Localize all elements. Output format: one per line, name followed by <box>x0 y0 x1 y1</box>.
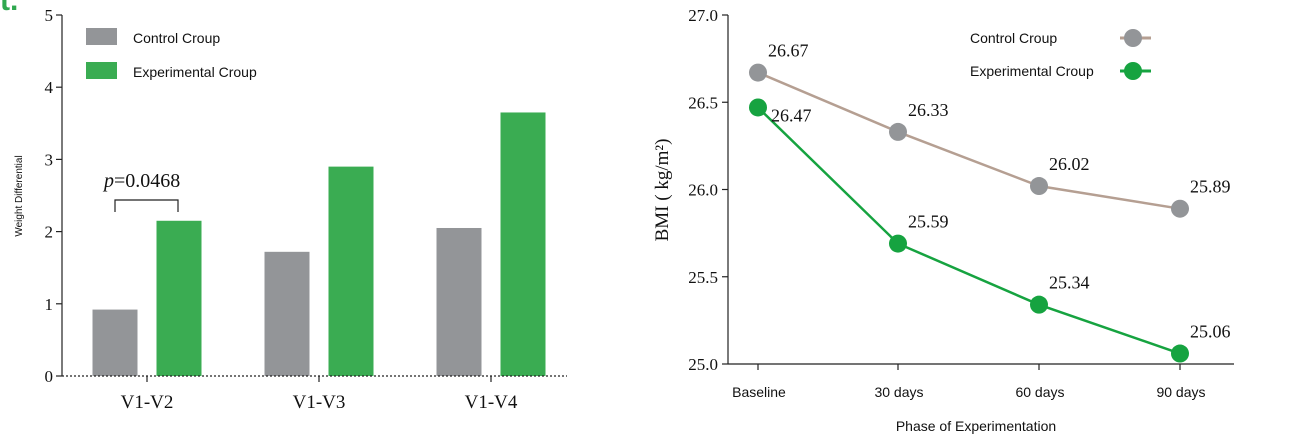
bar-y-tick-label: 5 <box>45 6 54 25</box>
line-data-label-experimental: 25.06 <box>1190 322 1231 342</box>
line-x-tick-label: 30 days <box>874 384 923 400</box>
line-chart: 25.0 25.5 26.0 26.5 27.0 Baseline 30 days 60 d… <box>652 6 1234 434</box>
line-y-tick-label: 26.0 <box>688 181 718 200</box>
bar-legend: Control Croup Experimental Croup <box>86 28 257 80</box>
bar-control-v1-v2 <box>92 309 138 376</box>
line-data-label-experimental: 25.59 <box>908 212 949 232</box>
line-data-label-control: 25.89 <box>1190 177 1231 197</box>
line-x-ticks: Baseline 30 days 60 days 90 days <box>732 364 1206 400</box>
bar-x-ticks: V1-V2 V1-V3 V1-V4 <box>121 376 518 413</box>
line-point-experimental <box>889 234 907 253</box>
legend-swatch-experimental <box>86 62 117 79</box>
p-value-bracket <box>114 199 179 212</box>
bar-y-ticks: 0 1 2 3 4 5 <box>45 6 62 386</box>
bar-y-axis-label: Weight Differential <box>14 155 25 236</box>
line-x-tick-label: 60 days <box>1015 384 1064 400</box>
legend-marker-experimental <box>1124 62 1142 80</box>
legend-swatch-control <box>86 28 117 45</box>
bar-control-v1-v4 <box>436 227 482 376</box>
bar-experimental-v1-v3 <box>328 166 374 376</box>
line-data-label-control: 26.02 <box>1049 154 1090 174</box>
line-x-tick-label: 90 days <box>1156 384 1205 400</box>
line-point-experimental <box>1171 344 1189 363</box>
line-experimental-path <box>757 106 1181 355</box>
line-data-label-experimental: 26.47 <box>771 105 812 125</box>
legend-label-control: Control Croup <box>133 30 220 46</box>
legend-label-experimental: Experimental Croup <box>133 64 257 80</box>
p-value-number: =0.0468 <box>114 170 180 192</box>
legend-marker-control <box>1124 29 1142 47</box>
bar-y-tick-label: 0 <box>45 367 54 386</box>
line-control-path <box>757 71 1181 210</box>
line-y-tick-label: 27.0 <box>688 6 718 25</box>
bar-control-v1-v3 <box>264 251 310 376</box>
line-point-control <box>889 122 907 141</box>
bar-chart: 0 1 2 3 4 5 V1-V2 V1-V3 V1-V4 Weight Differenti… <box>14 6 567 413</box>
line-y-ticks: 25.0 25.5 26.0 26.5 27.0 <box>688 6 728 374</box>
line-data-label-experimental: 25.34 <box>1049 273 1090 293</box>
line-x-axis-label: Phase of Experimentation <box>896 418 1056 434</box>
bar-y-tick-label: 2 <box>45 223 54 242</box>
line-point-experimental <box>749 98 767 117</box>
line-point-control <box>1030 177 1048 196</box>
p-value-label: p=0.0468 <box>102 170 180 192</box>
line-data-label-control: 26.33 <box>908 100 949 120</box>
bar-y-tick-label: 1 <box>45 295 54 314</box>
line-point-control <box>1171 199 1189 218</box>
line-series: 26.67 26.33 26.02 25.89 26.47 25.59 25.34 25.06 <box>749 41 1231 363</box>
line-y-tick-label: 25.0 <box>688 355 718 374</box>
bar-series <box>92 112 546 376</box>
bar-x-tick-label: V1-V2 <box>121 392 174 413</box>
line-y-tick-label: 26.5 <box>688 93 718 112</box>
corner-logo-fragment: t. <box>0 0 30 18</box>
p-value-annotation: p=0.0468 <box>102 170 180 212</box>
line-legend: Control Croup Experimental Croup <box>970 29 1151 80</box>
legend-label-control-line: Control Croup <box>970 30 1057 46</box>
line-point-control <box>749 63 767 82</box>
bar-x-tick-label: V1-V3 <box>293 392 346 413</box>
line-point-experimental <box>1030 295 1048 314</box>
p-value-symbol: p <box>102 170 114 192</box>
bar-experimental-v1-v2 <box>156 220 202 376</box>
bar-experimental-v1-v4 <box>500 112 546 376</box>
line-y-axis-label: BMI ( kg/m²) <box>652 139 673 242</box>
line-data-label-control: 26.67 <box>768 41 809 61</box>
bar-y-tick-label: 4 <box>45 78 54 97</box>
line-x-tick-label: Baseline <box>732 384 786 400</box>
legend-label-experimental-line: Experimental Croup <box>970 63 1094 79</box>
bar-y-tick-label: 3 <box>45 150 54 169</box>
bar-x-tick-label: V1-V4 <box>465 392 518 413</box>
line-y-tick-label: 25.5 <box>688 268 718 287</box>
